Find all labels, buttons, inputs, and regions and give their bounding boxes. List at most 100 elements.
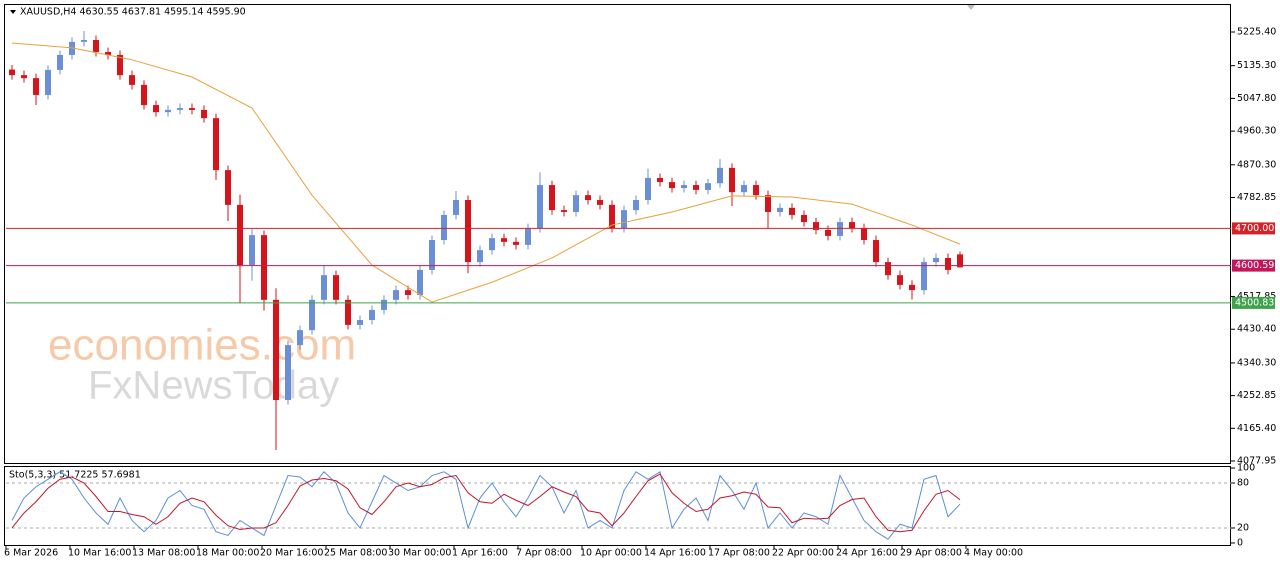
y-tick-label: 4340.30 [1237, 357, 1276, 368]
candle-body [441, 214, 447, 241]
y-tick-label: 4517.85 [1237, 291, 1276, 302]
y-tick-label: 5225.40 [1237, 27, 1276, 38]
candle-body [369, 309, 375, 321]
x-tick-label: 1 Apr 16:00 [452, 548, 508, 559]
watermark-fxnewstoday: FxNewsToday [88, 364, 339, 408]
main-frame [4, 4, 1231, 464]
x-tick-label: 20 Mar 16:00 [260, 548, 323, 559]
candle-body [417, 269, 423, 295]
candle-body [525, 228, 531, 245]
candle-body [633, 200, 639, 211]
candle-body [153, 105, 159, 113]
y-tick-label: 4077.95 [1237, 455, 1276, 466]
y-tick-label: 4870.30 [1237, 159, 1276, 170]
candle-body [669, 182, 675, 189]
candle-body [129, 75, 135, 85]
stochastic-line [11, 470, 961, 540]
candle-body [453, 200, 459, 215]
x-tick-label: 7 Apr 08:00 [516, 548, 572, 559]
candle-body [597, 200, 603, 205]
candle-body [345, 299, 351, 325]
x-tick-label: 13 Mar 08:00 [132, 548, 195, 559]
x-tick-label: 29 Apr 08:00 [900, 548, 962, 559]
candle-body [189, 108, 195, 110]
candle-body [285, 345, 291, 401]
candle-body [201, 109, 207, 119]
candle-body [705, 183, 711, 190]
candle-body [645, 177, 651, 201]
candle-body [117, 54, 123, 76]
y-tick-label: 0 [1237, 537, 1243, 548]
candle-body [729, 167, 735, 193]
candle-body [681, 185, 687, 189]
candle-body [933, 257, 939, 263]
candle-body [693, 185, 699, 190]
candle-body [477, 250, 483, 263]
y-tick-label: 4252.85 [1237, 390, 1276, 401]
level-label-box [1232, 222, 1275, 235]
shift-marker [967, 5, 975, 10]
x-tick-label: 10 Apr 00:00 [580, 548, 642, 559]
y-tick-label: 4960.30 [1237, 126, 1276, 137]
candle-body [393, 290, 399, 300]
candle-body [657, 177, 663, 183]
candle-body [249, 235, 255, 266]
candle-body [621, 210, 627, 229]
x-tick-label: 17 Apr 08:00 [708, 548, 770, 559]
candle-body [21, 75, 27, 79]
candle-body [561, 210, 567, 212]
candle-body [273, 299, 279, 401]
candle-body [945, 257, 951, 270]
candle-body [429, 240, 435, 270]
candle-body [309, 299, 315, 331]
candle-body [333, 275, 339, 300]
level-label: 4500.83 [1235, 297, 1274, 308]
x-tick-label: 10 Mar 16:00 [68, 548, 131, 559]
candle-body [537, 185, 543, 229]
candle-body [789, 207, 795, 215]
candle-body [909, 284, 915, 291]
candle-body [741, 185, 747, 193]
watermark-economies: economies.com [48, 321, 356, 370]
x-tick-label: 30 Mar 00:00 [388, 548, 451, 559]
candle-body [513, 241, 519, 245]
candle-body [813, 222, 819, 230]
candle-body [105, 51, 111, 55]
candle-body [81, 40, 87, 42]
candle-body [69, 41, 75, 55]
candle-body [957, 254, 963, 268]
y-tick-label: 4165.40 [1237, 423, 1276, 434]
candle-body [849, 222, 855, 229]
candle-body [141, 84, 147, 106]
menu-triangle [10, 10, 16, 14]
x-tick-label: 22 Apr 00:00 [772, 548, 834, 559]
y-tick-label: 20 [1237, 522, 1249, 533]
candle-body [57, 54, 63, 70]
candle-body [213, 118, 219, 171]
candle-body [765, 195, 771, 212]
candle-body [261, 235, 267, 300]
x-tick-label: 4 May 00:00 [964, 548, 1023, 559]
candle-body [753, 185, 759, 196]
x-tick-label: 25 Mar 08:00 [324, 548, 387, 559]
level-label: 4600.59 [1235, 260, 1274, 271]
candle-body [921, 262, 927, 291]
y-tick-label: 100 [1237, 463, 1255, 474]
candle-body [549, 185, 555, 211]
candle-body [825, 229, 831, 236]
candle-body [321, 275, 327, 300]
candle-body [297, 330, 303, 346]
candle-body [801, 214, 807, 223]
candle-body [33, 78, 39, 95]
indicator-header: Sto(5,3,3) 51.7225 57.6981 [9, 470, 141, 481]
candle-body [465, 200, 471, 263]
candle-body [861, 228, 867, 241]
candle-body [885, 262, 891, 276]
candle-body [489, 238, 495, 251]
candle-body [585, 195, 591, 201]
candle-body [93, 40, 99, 52]
y-tick-label: 5135.30 [1237, 60, 1276, 71]
candle-body [777, 207, 783, 212]
candle-body [237, 204, 243, 266]
candle-body [717, 167, 723, 184]
